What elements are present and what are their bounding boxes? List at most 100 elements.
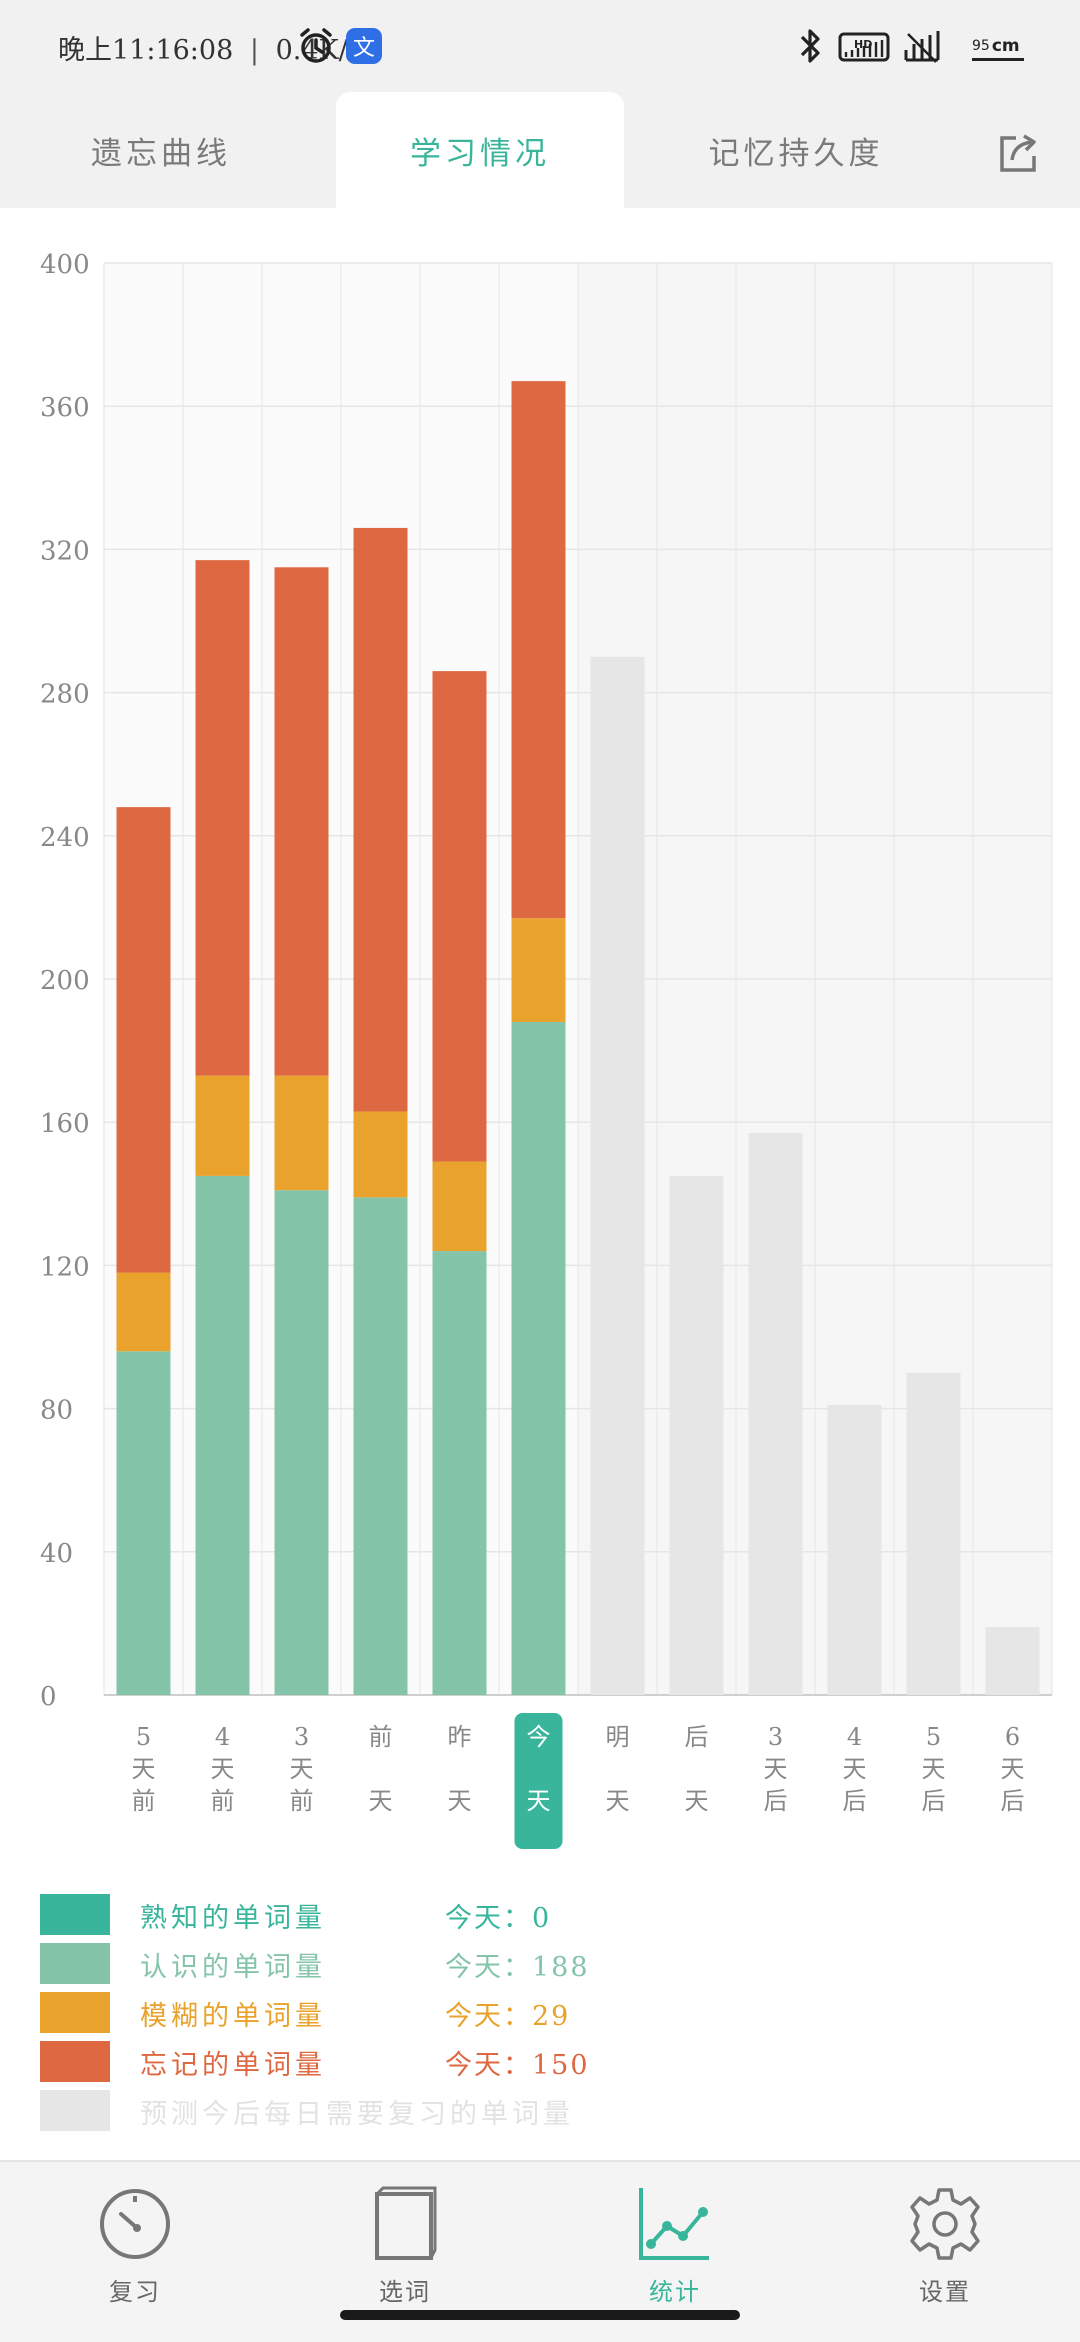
bar-segment-forecast — [906, 1372, 961, 1695]
translate-app-icon: 文 — [346, 28, 382, 64]
nav-review[interactable]: 复习 — [45, 2186, 225, 2306]
signal-bars-icon — [904, 31, 940, 63]
legend-label: 认识的单词量 — [140, 1952, 326, 1983]
legend-swatch — [40, 2090, 110, 2131]
gear-icon — [910, 2188, 980, 2260]
stacked-bar-chart: 040801201602002402803203604005天前4天前3天前前天… — [40, 250, 1053, 1849]
y-tick-label: 0 — [40, 1682, 57, 1712]
legend-today-value: 今天：188 — [445, 1952, 590, 1983]
nav-label: 统计 — [649, 2278, 701, 2306]
bar-segment-vague — [274, 1075, 329, 1191]
line-chart-icon — [639, 2188, 709, 2260]
legend-today-value: 今天：29 — [445, 2001, 571, 2032]
book-icon — [375, 2186, 437, 2260]
bar-segment-forgotten — [353, 527, 408, 1112]
bar-segment-recognized — [116, 1351, 171, 1695]
x-tick-label: 后 — [922, 1787, 946, 1815]
tab-label: 学习情况 — [410, 135, 550, 172]
nav-select-words[interactable]: 选词 — [315, 2186, 495, 2306]
x-tick-label: 今 — [527, 1723, 551, 1751]
y-tick-label: 120 — [40, 1252, 90, 1282]
nav-settings[interactable]: 设置 — [855, 2186, 1035, 2306]
hd-signal-icon: HD — [838, 32, 890, 62]
bar-segment-vague — [511, 918, 566, 1022]
battery-unit: cm — [991, 36, 1020, 56]
bar-segment-vague — [116, 1272, 171, 1352]
x-tick-label: 天 — [290, 1755, 314, 1783]
bar-segment-forgotten — [432, 671, 487, 1162]
bluetooth-icon — [800, 29, 820, 63]
bar-segment-recognized — [432, 1251, 487, 1695]
bar-segment-vague — [432, 1161, 487, 1252]
x-tick-label: 天 — [132, 1755, 156, 1783]
bar-segment-forgotten — [195, 560, 250, 1076]
legend-swatch — [40, 1943, 110, 1984]
bar-segment-vague — [195, 1075, 250, 1176]
tab-learning-status[interactable]: 学习情况 — [336, 92, 624, 208]
battery-level: 95 — [972, 38, 990, 54]
legend-today-value: 今天：0 — [445, 1903, 552, 1934]
y-tick-label: 320 — [40, 536, 90, 566]
legend-item-known: 熟知的单词量 今天：0 — [40, 1890, 1040, 1939]
nav-label: 设置 — [919, 2278, 971, 2306]
legend-label: 熟知的单词量 — [140, 1903, 326, 1934]
translate-app-glyph: 文 — [352, 36, 375, 61]
legend-item-forecast: 预测今后每日需要复习的单词量 — [40, 2086, 1040, 2135]
svg-text:HD: HD — [854, 38, 872, 51]
x-tick-label: 天 — [527, 1787, 551, 1815]
x-tick-label: 天 — [211, 1755, 235, 1783]
x-tick-label: 后 — [685, 1723, 709, 1751]
x-tick-label: 5 — [926, 1723, 941, 1751]
today-highlight[interactable] — [514, 1713, 563, 1849]
tab-memory-durability[interactable]: 记忆持久度 — [640, 92, 952, 208]
legend-label: 预测今后每日需要复习的单词量 — [140, 2099, 574, 2130]
bar-segment-vague — [353, 1111, 408, 1198]
y-tick-label: 400 — [40, 250, 90, 280]
x-tick-label: 天 — [922, 1755, 946, 1783]
nav-statistics[interactable]: 统计 — [585, 2186, 765, 2306]
home-indicator[interactable] — [340, 2310, 740, 2320]
y-tick-label: 200 — [40, 966, 90, 996]
legend-swatch — [40, 1894, 110, 1935]
bar-segment-recognized — [511, 1021, 566, 1695]
bar-segment-forgotten — [116, 807, 171, 1273]
bar-segment-forecast — [827, 1405, 882, 1695]
alarm-icon — [300, 28, 332, 63]
x-tick-label: 天 — [685, 1787, 709, 1815]
y-tick-label: 40 — [40, 1539, 73, 1569]
x-tick-label: 天 — [448, 1787, 472, 1815]
x-tick-label: 昨 — [448, 1723, 472, 1751]
legend-label: 忘记的单词量 — [140, 2050, 326, 2081]
legend-today-value: 今天：150 — [445, 2050, 590, 2081]
x-tick-label: 前 — [290, 1787, 314, 1815]
x-tick-label: 6 — [1005, 1723, 1020, 1751]
legend-swatch — [40, 1992, 110, 2033]
tab-bar: 遗忘曲线 学习情况 记忆持久度 — [0, 92, 1080, 208]
x-tick-label: 后 — [1001, 1787, 1025, 1815]
learning-stats-chart: 0 40 80 120 160 200 240 280 320 360 400 5 天前 4 天前 3 天前前天… — [0, 208, 1080, 1858]
y-tick-label: 360 — [40, 393, 90, 423]
tab-label: 记忆持久度 — [708, 135, 884, 172]
legend-item-recognized: 认识的单词量 今天：188 — [40, 1939, 1040, 1988]
status-bar: 晚上11:16:08 | 0.4K/s 文 HD 95 cm — [0, 0, 1080, 92]
legend-swatch — [40, 2041, 110, 2082]
x-tick-label: 天 — [1001, 1755, 1025, 1783]
bar-segment-forecast — [669, 1175, 724, 1695]
nav-label: 复习 — [109, 2278, 161, 2306]
x-tick-label: 4 — [847, 1723, 862, 1751]
chart-legend: 熟知的单词量 今天：0 认识的单词量 今天：188 模糊的单词量 今天：29 忘… — [40, 1890, 1040, 2135]
tab-label: 遗忘曲线 — [91, 135, 231, 172]
clock-text: 晚上11:16:08 — [58, 35, 234, 66]
x-tick-label: 前 — [369, 1723, 393, 1751]
x-tick-label: 天 — [843, 1755, 867, 1783]
x-tick-label: 天 — [369, 1787, 393, 1815]
tab-forgetting-curve[interactable]: 遗忘曲线 — [0, 92, 322, 208]
bar-segment-recognized — [274, 1190, 329, 1695]
y-tick-label: 240 — [40, 823, 90, 853]
x-tick-label: 3 — [294, 1723, 309, 1751]
y-tick-label: 280 — [40, 680, 90, 710]
share-icon[interactable] — [996, 132, 1040, 176]
legend-item-vague: 模糊的单词量 今天：29 — [40, 1988, 1040, 2037]
y-tick-label: 160 — [40, 1109, 90, 1139]
x-tick-label: 4 — [215, 1723, 230, 1751]
